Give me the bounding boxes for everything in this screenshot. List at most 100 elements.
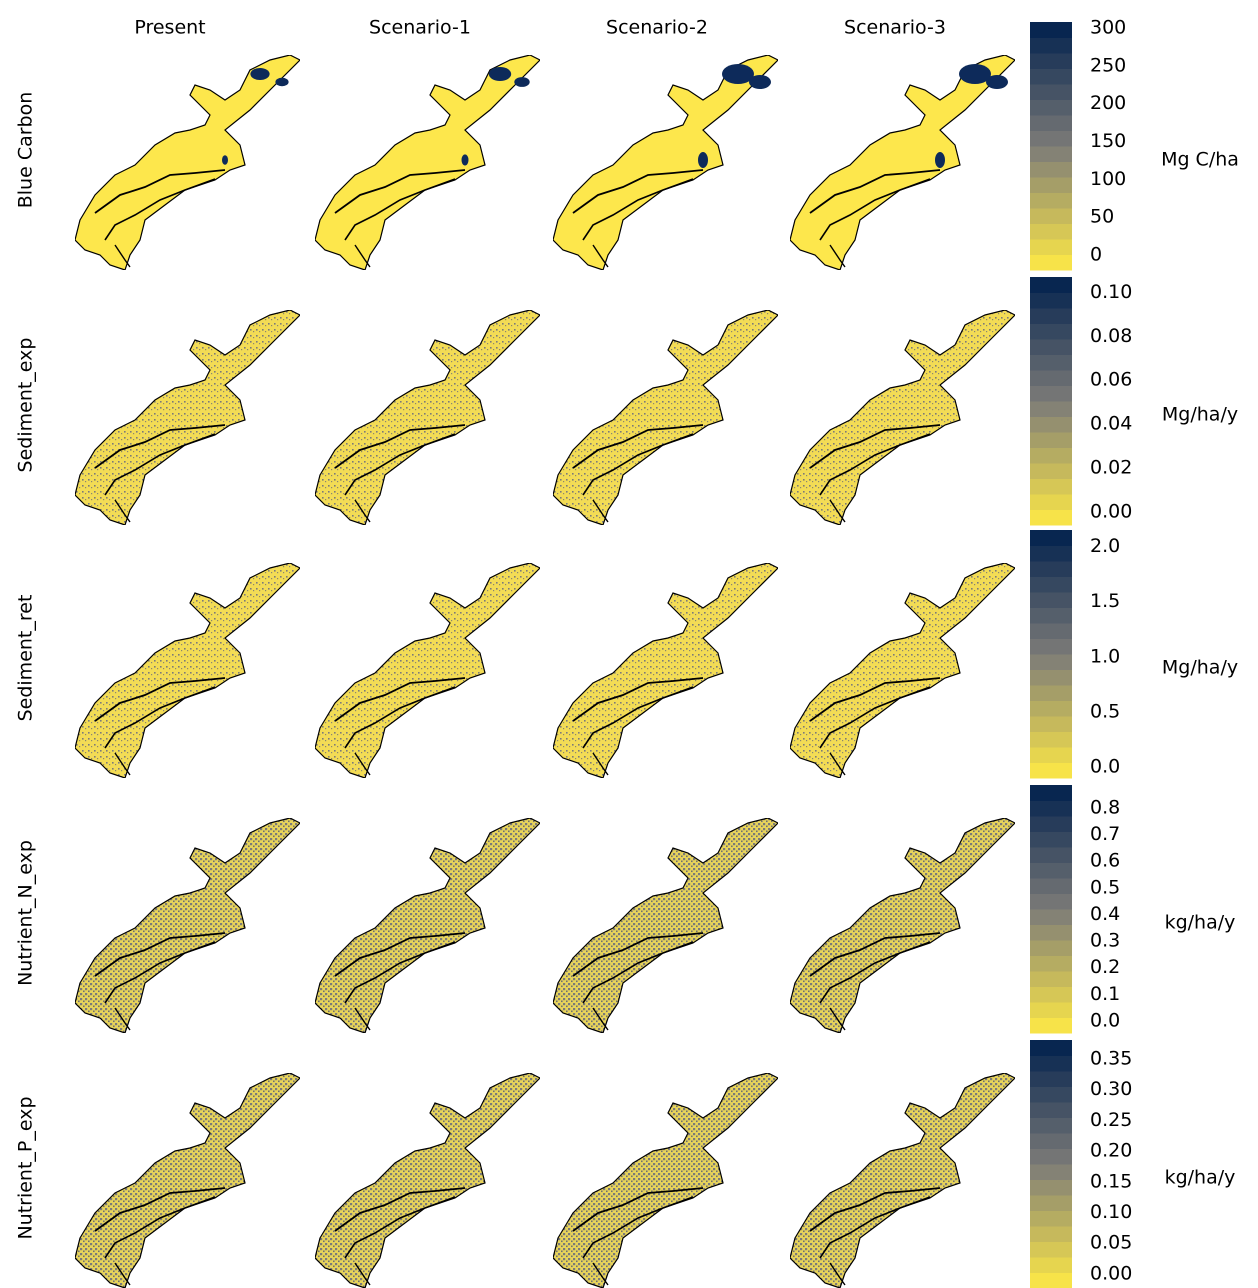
map-panel <box>553 310 778 525</box>
colorbar-step <box>1030 670 1072 686</box>
colorbar-tick-label: 0.0 <box>1090 755 1120 777</box>
colorbar-step <box>1030 510 1072 526</box>
colorbar-step <box>1030 716 1072 732</box>
map-region <box>790 1073 1015 1288</box>
colorbar-tick-label: 0.04 <box>1090 413 1132 435</box>
map-region <box>75 310 300 525</box>
map-region <box>75 55 300 270</box>
colorbar-step <box>1030 940 1072 956</box>
colorbar-step <box>1030 816 1072 832</box>
map-panel <box>790 310 1015 525</box>
colorbar-tick-label: 2.0 <box>1090 535 1120 557</box>
colorbar-step <box>1030 608 1072 624</box>
colorbar-unit: kg/ha/y <box>1165 912 1236 934</box>
colorbar-step <box>1030 53 1072 69</box>
carbon-patch <box>222 155 228 165</box>
colorbar-tick-label: 0.10 <box>1090 1201 1132 1223</box>
colorbar-tick-label: 0.7 <box>1090 823 1120 845</box>
colorbar-unit: Mg C/ha <box>1161 149 1239 171</box>
map-region <box>75 1073 300 1288</box>
map-panel <box>553 818 778 1033</box>
colorbar-unit: Mg/ha/y <box>1162 404 1238 426</box>
map-panel <box>75 1073 300 1288</box>
colorbar-step <box>1030 894 1072 910</box>
colorbar-step <box>1030 987 1072 1003</box>
row-label: Sediment_exp <box>15 338 37 473</box>
figure: PresentScenario-1Scenario-2Scenario-3Blu… <box>0 0 1258 1288</box>
colorbar-tick-label: 0.0 <box>1090 1010 1120 1032</box>
colorbar-tick-label: 0.20 <box>1090 1140 1132 1162</box>
map-region <box>790 563 1015 778</box>
colorbar-tick-label: 0.15 <box>1090 1170 1132 1192</box>
colorbar-step <box>1030 162 1072 178</box>
carbon-patch <box>462 154 469 165</box>
colorbar-step <box>1030 131 1072 147</box>
colorbar-tick-label: 0.2 <box>1090 956 1120 978</box>
colorbar-step <box>1030 146 1072 162</box>
colorbar-step <box>1030 1195 1072 1211</box>
map-panel <box>553 563 778 778</box>
colorbar-step <box>1030 69 1072 85</box>
colorbar-tick-label: 0.08 <box>1090 325 1132 347</box>
colorbar-tick-label: 0.05 <box>1090 1232 1132 1254</box>
colorbar-step <box>1030 115 1072 131</box>
colorbar-step <box>1030 1226 1072 1242</box>
map-panel <box>790 55 1015 270</box>
map-panel <box>75 310 300 525</box>
colorbar-step <box>1030 1102 1072 1118</box>
colorbar-tick-label: 0.06 <box>1090 369 1132 391</box>
colorbar-tick-label: 150 <box>1090 130 1126 152</box>
column-title: Present <box>134 17 205 39</box>
colorbar-tick-label: 50 <box>1090 206 1114 228</box>
map-region <box>315 310 540 525</box>
carbon-patch <box>250 68 269 80</box>
map-region <box>553 310 778 525</box>
colorbar-step <box>1030 654 1072 670</box>
colorbar-tick-label: 0.3 <box>1090 930 1120 952</box>
colorbar-step <box>1030 293 1072 309</box>
colorbar-step <box>1030 239 1072 255</box>
colorbar-step <box>1030 763 1072 779</box>
carbon-patch <box>749 75 771 89</box>
colorbar-step <box>1030 847 1072 863</box>
colorbar-step <box>1030 308 1072 324</box>
colorbar-step <box>1030 84 1072 100</box>
colorbar-step <box>1030 401 1072 417</box>
colorbar-step <box>1030 208 1072 224</box>
map-region <box>315 55 540 270</box>
colorbar-tick-label: 1.0 <box>1090 645 1120 667</box>
map-panel <box>75 55 300 270</box>
colorbar-step <box>1030 339 1072 355</box>
colorbar-step <box>1030 592 1072 608</box>
map-region <box>790 310 1015 525</box>
colorbar-tick-label: 0.10 <box>1090 281 1132 303</box>
map-region <box>75 563 300 778</box>
colorbar-step <box>1030 530 1072 546</box>
row-label: Sediment_ret <box>15 595 37 722</box>
colorbar-step <box>1030 494 1072 510</box>
colorbar-tick-label: 0.35 <box>1090 1048 1132 1070</box>
colorbar-step <box>1030 324 1072 340</box>
map-region <box>315 1073 540 1288</box>
colorbar-step <box>1030 38 1072 54</box>
colorbar-step <box>1030 546 1072 562</box>
column-title: Scenario-2 <box>606 17 708 39</box>
colorbar-tick-label: 1.5 <box>1090 590 1120 612</box>
colorbar-tick-label: 0 <box>1090 243 1102 265</box>
colorbar-tick-label: 0.02 <box>1090 456 1132 478</box>
colorbar-step <box>1030 878 1072 894</box>
map-panel <box>790 563 1015 778</box>
map-region <box>553 1073 778 1288</box>
colorbar-step <box>1030 561 1072 577</box>
colorbar-step <box>1030 1133 1072 1149</box>
colorbar-step <box>1030 956 1072 972</box>
colorbar-step <box>1030 685 1072 701</box>
colorbar-step <box>1030 971 1072 987</box>
colorbar-step <box>1030 1040 1072 1056</box>
colorbar-step <box>1030 925 1072 941</box>
map-region <box>790 818 1015 1033</box>
colorbar-step <box>1030 1118 1072 1134</box>
colorbar-step <box>1030 1180 1072 1196</box>
carbon-patch <box>986 75 1008 89</box>
row-label: Nutrient_P_exp <box>15 1096 37 1239</box>
